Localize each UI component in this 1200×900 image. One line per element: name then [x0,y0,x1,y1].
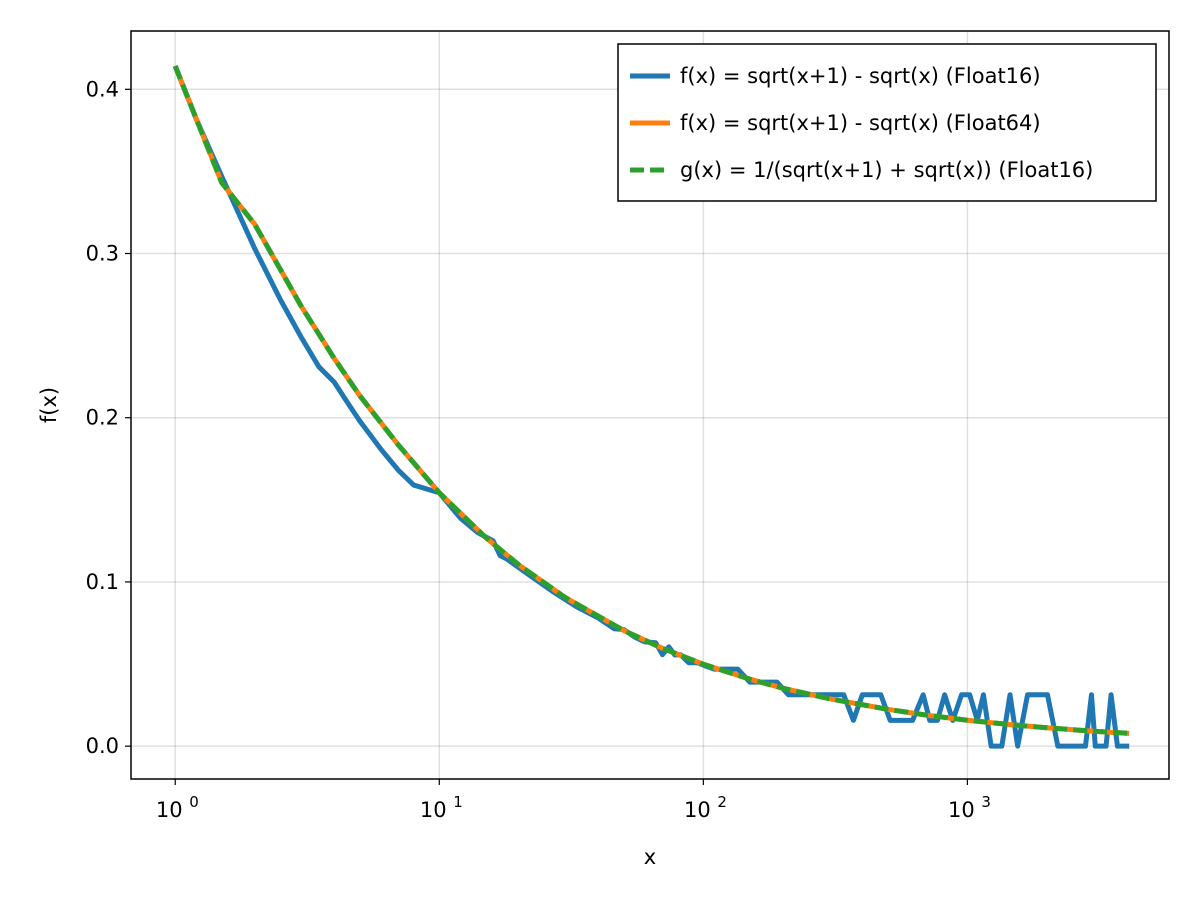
x-tick-exponent: 2 [717,793,727,811]
legend-label-3: g(x) = 1/(sqrt(x+1) + sqrt(x)) (Float16) [680,158,1093,182]
plot-frame [130,30,1170,780]
y-tick-label: 0.1 [86,570,119,594]
x-axis-label: x [644,845,656,869]
legend-label-1: f(x) = sqrt(x+1) - sqrt(x) (Float16) [680,64,1041,88]
legend-label-2: f(x) = sqrt(x+1) - sqrt(x) (Float64) [680,111,1041,135]
y-tick-label: 0.2 [86,406,119,430]
legend: f(x) = sqrt(x+1) - sqrt(x) (Float16) f(x)… [617,43,1157,202]
y-tick-label: 0.0 [86,734,119,758]
x-tick-label: 10 [156,798,183,822]
series-line-3 [172,65,1130,736]
x-tick-label: 10 [948,798,975,822]
x-tick-label: 10 [420,798,447,822]
axis-ticks: 10 0 10 1 10 2 10 3 0.0 0.1 0.2 0.3 0.4 [86,77,991,822]
x-tick-label: 10 [684,798,711,822]
series-layer [172,65,1130,749]
legend-box [617,43,1157,202]
y-axis-label: f(x) [37,387,61,423]
y-tick-label: 0.4 [86,77,119,101]
x-tick-exponent: 0 [189,793,199,811]
x-tick-exponent: 1 [453,793,463,811]
x-tick-exponent: 3 [981,793,991,811]
y-tick-label: 0.3 [86,242,119,266]
